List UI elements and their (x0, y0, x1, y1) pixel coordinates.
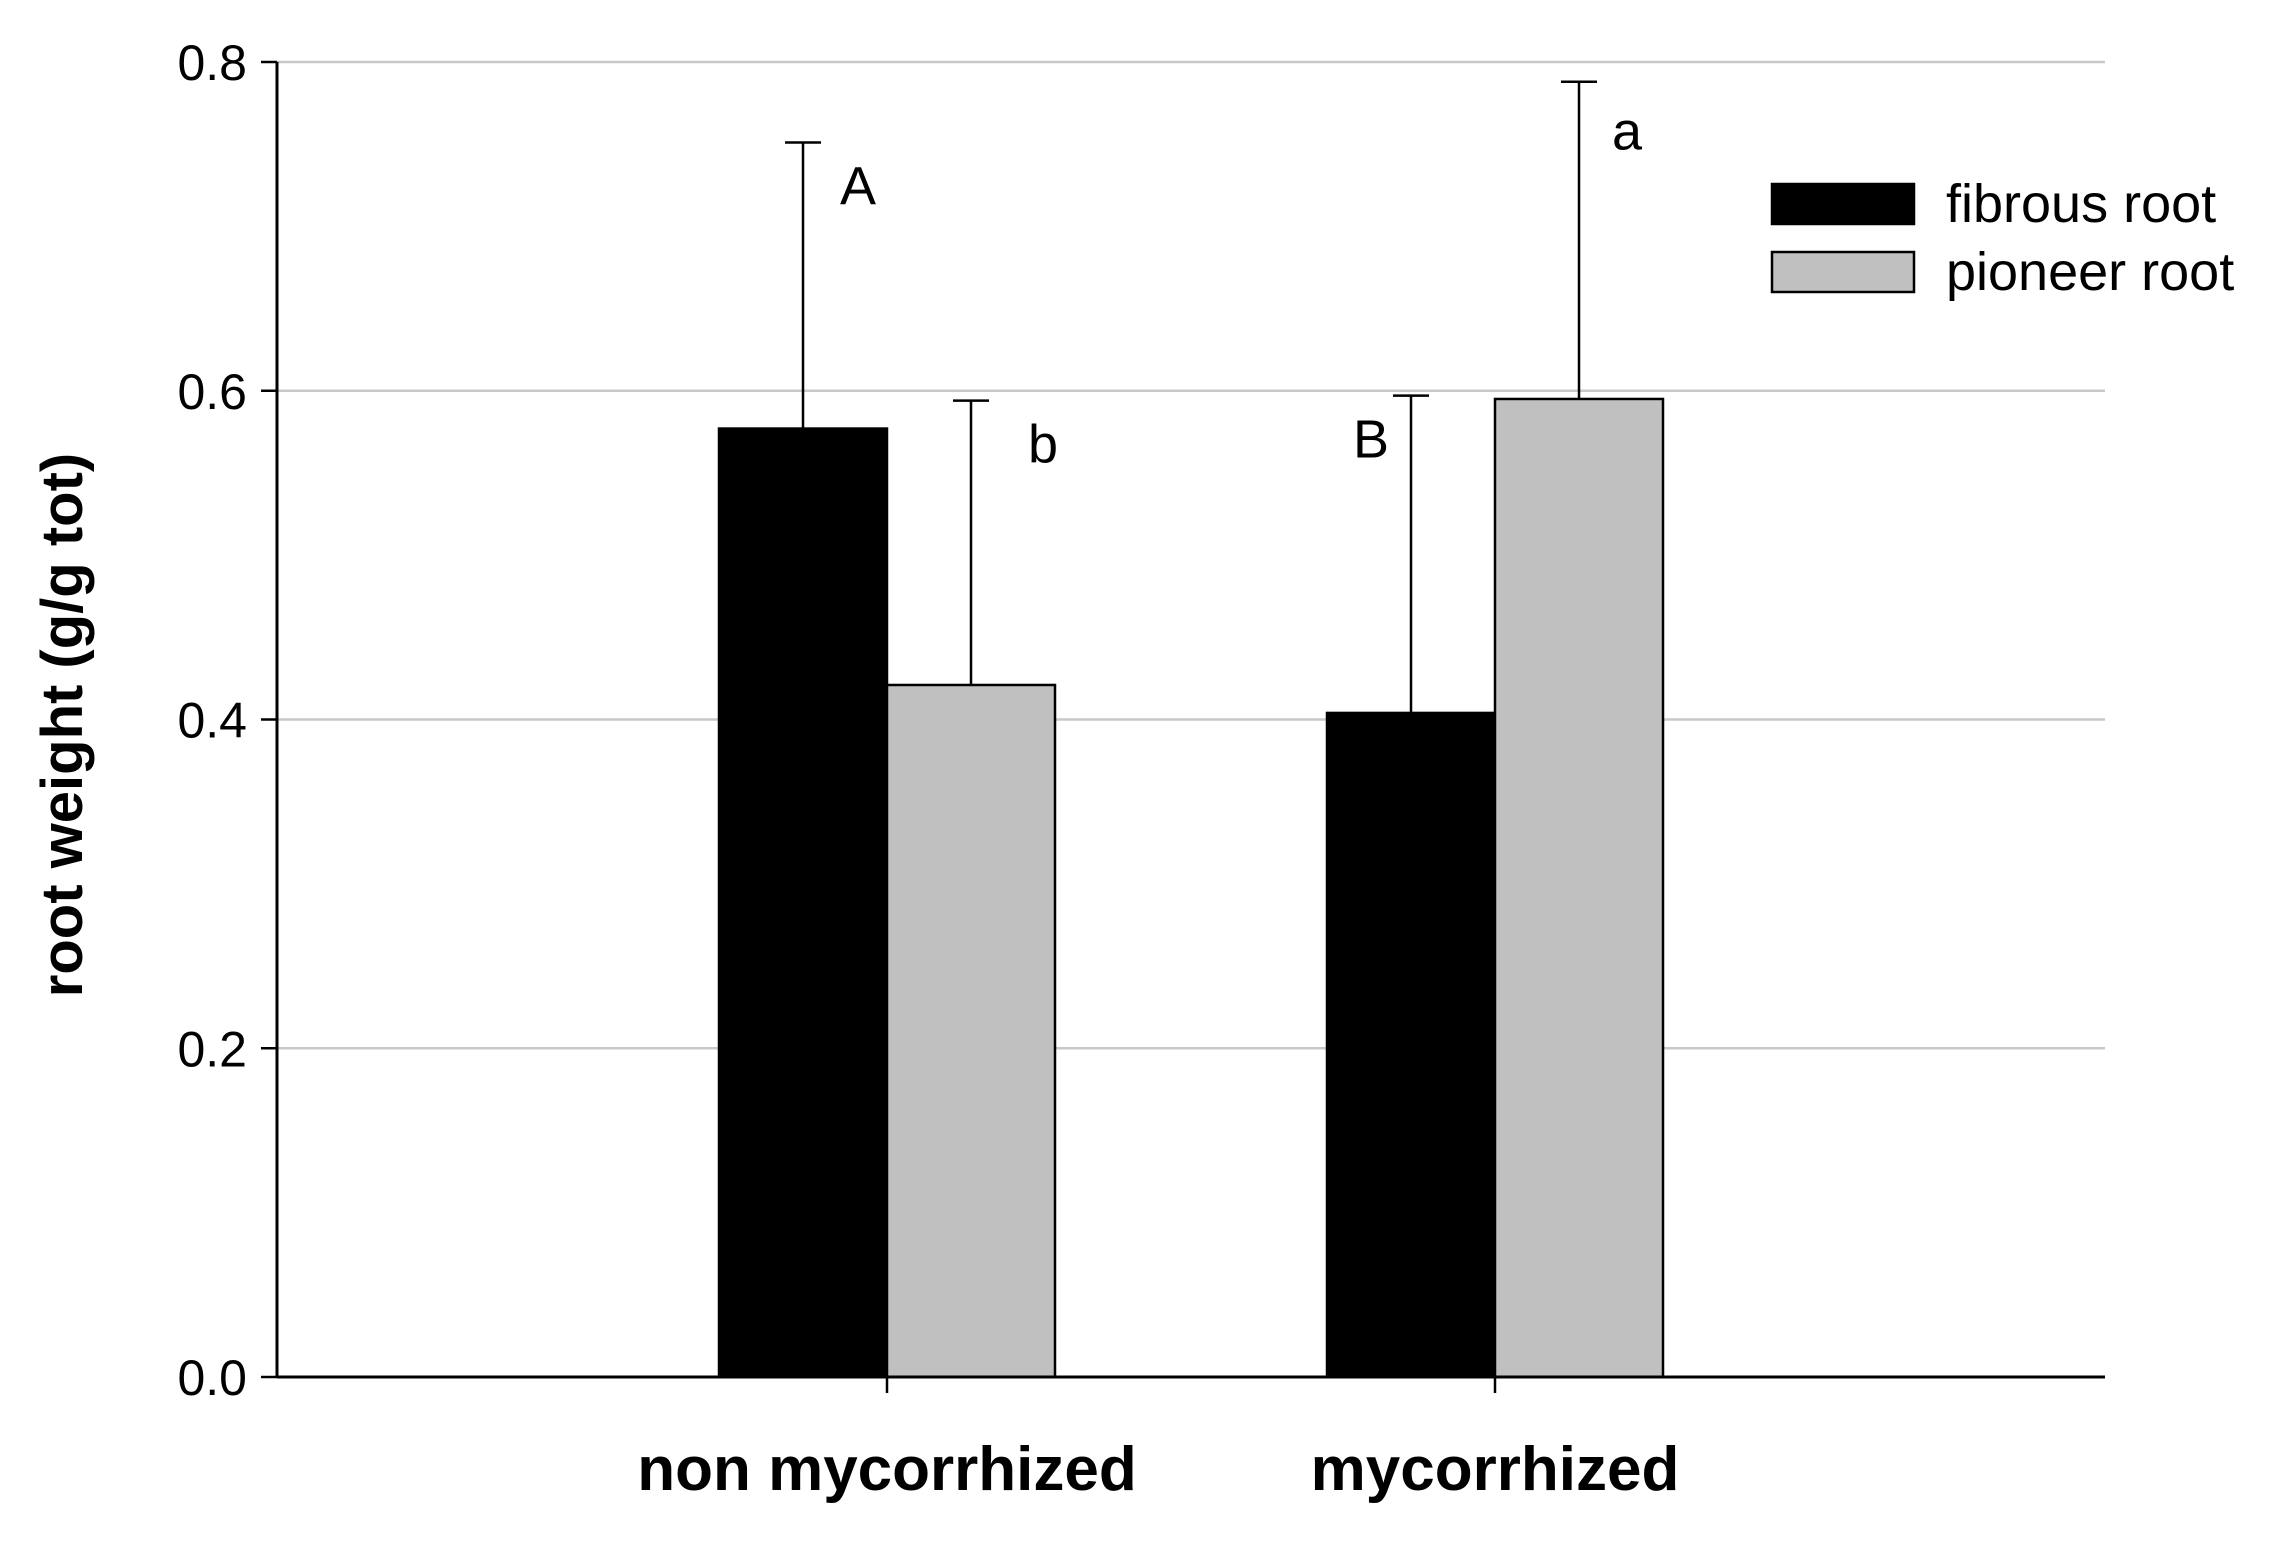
y-tick-label: 0.6 (177, 364, 247, 420)
category-label: non mycorrhized (637, 1435, 1137, 1504)
bar (885, 683, 1057, 1379)
y-axis-title: root weight (g/g tot) (30, 453, 95, 997)
bar (1325, 711, 1497, 1379)
significance-label: A (840, 157, 876, 217)
bar (717, 427, 889, 1379)
legend-swatch (1770, 182, 1916, 226)
significance-label: B (1353, 410, 1389, 470)
y-tick-label: 0.4 (177, 693, 247, 749)
significance-label: a (1612, 102, 1643, 162)
bar (1493, 397, 1665, 1379)
legend-label: pioneer root (1946, 242, 2234, 302)
legend-swatch (1770, 250, 1916, 294)
labels: 0.0 0.2 0.4 0.6 0.8 A Bb a non mycorrhized mycorr… (177, 35, 1679, 1504)
y-tick-label: 0.0 (177, 1350, 247, 1406)
bars (717, 397, 1665, 1379)
y-tick-label: 0.8 (177, 35, 247, 91)
significance-label: b (1028, 415, 1058, 475)
gridlines (277, 60, 2105, 1050)
legend-label: fibrous root (1946, 174, 2216, 234)
category-label: mycorrhized (1311, 1435, 1680, 1504)
y-tick-label: 0.2 (177, 1021, 247, 1077)
legend: fibrous root pioneer root (1770, 174, 2234, 302)
axes (261, 60, 2105, 1393)
error-bars (785, 80, 1597, 713)
